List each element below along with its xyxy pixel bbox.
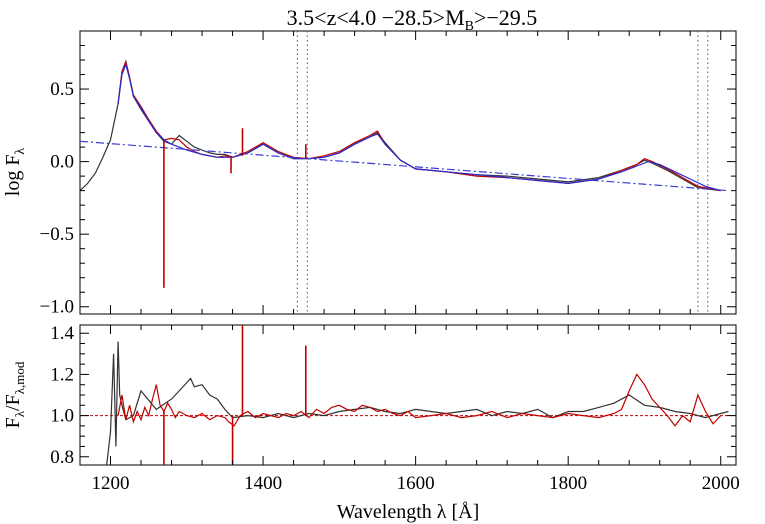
chart-title: 3.5<z<4.0 −28.5>MB>−29.5 (287, 5, 538, 34)
x-axis-label: Wavelength λ [Å] (337, 501, 479, 523)
top-panel: −1.0 −0.5 0.0 0.5 log Fλ (2, 30, 737, 318)
xtick-label: 1400 (244, 473, 282, 494)
top-series-group (79, 59, 729, 288)
xtick-label: 1600 (397, 473, 435, 494)
bottom-series-line-1 (117, 373, 722, 427)
xtick-label: 1200 (92, 473, 130, 494)
bottom-x-ticks: 1200 1400 1600 1800 2000 (79, 325, 740, 494)
top-panel-frame (79, 30, 737, 315)
bottom-ytick-label: 1.4 (50, 323, 74, 344)
bottom-series-group (106, 325, 729, 466)
bottom-ytick-label: 1.0 (50, 406, 74, 427)
dotted-reference-lines (296, 31, 709, 314)
xtick-label: 2000 (702, 473, 740, 494)
top-y-ticks: −1.0 −0.5 0.0 0.5 (40, 30, 736, 318)
top-series-line-2 (117, 62, 721, 192)
top-ytick-label: 0.0 (50, 152, 74, 173)
top-ytick-label: −0.5 (40, 224, 74, 245)
top-series-line-3 (79, 140, 729, 192)
bottom-series-line-0 (106, 341, 729, 466)
top-series-line-1 (117, 59, 721, 192)
bottom-panel: 0.8 1.0 1.2 1.4 1200 1400 1600 1800 2000 Fλ/Fλ,… (2, 323, 740, 523)
top-ytick-label: 0.5 (50, 79, 74, 100)
bottom-ytick-label: 0.8 (50, 447, 74, 468)
bottom-panel-frame (79, 324, 737, 466)
xtick-label: 1800 (549, 473, 587, 494)
bottom-y-ticks: 0.8 1.0 1.2 1.4 (50, 323, 736, 468)
top-y-axis-label: log Fλ (2, 148, 28, 197)
bottom-ytick-label: 1.2 (50, 364, 74, 385)
top-ytick-label: −1.0 (40, 297, 74, 318)
bottom-y-axis-label: Fλ/Fλ,mod (2, 361, 27, 428)
top-x-ticks (79, 31, 722, 314)
